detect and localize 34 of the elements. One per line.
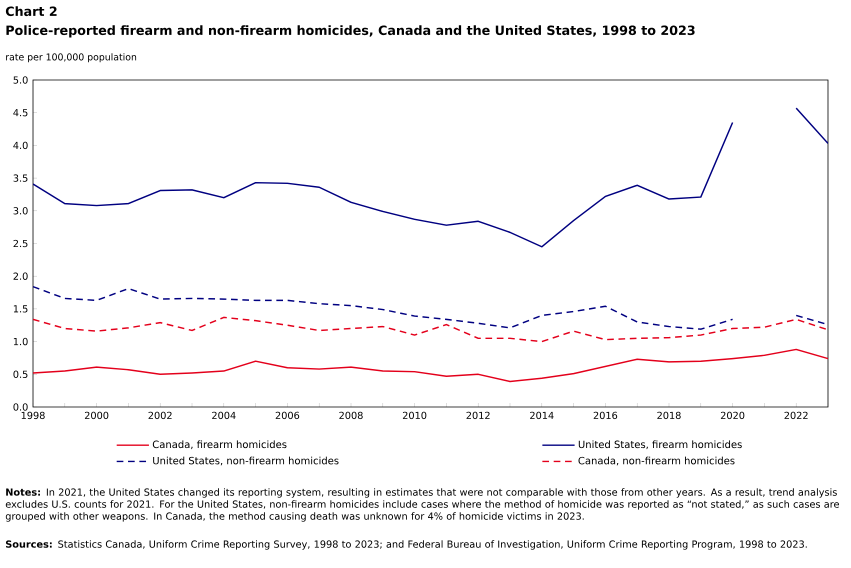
legend-label: United States, firearm homicides bbox=[578, 440, 742, 450]
x-tick-label: 2000 bbox=[84, 412, 108, 420]
y-tick-label: 2.5 bbox=[14, 240, 28, 248]
y-tick-label: 4.0 bbox=[13, 142, 28, 150]
y-tick-label: 3.0 bbox=[14, 207, 28, 214]
y-tick-label: 4.5 bbox=[13, 109, 28, 116]
chart-subtitle: Police-reported firearm and non-firearm homicides, Canada and the United States, 1998 to 2023 bbox=[6, 25, 695, 38]
x-tick-label: 2012 bbox=[466, 412, 490, 420]
legend-label: Canada, firearm homicides bbox=[152, 440, 286, 450]
x-tick-label: 2010 bbox=[402, 412, 426, 420]
y-tick-label: 1.5 bbox=[14, 305, 28, 313]
x-tick-label: 2014 bbox=[530, 412, 554, 420]
text: Notes: In 2021, the United States changed its reporting system, resulting in estimates that were not comparable with those from other years. As a result, trend analysis excludes U.S. counts for 2021. For the United States, non-firearm homicides include cases where the method of homicide was reported as “not stated,” as such cases are grouped with other weapons. In Canada, the method causing death was unknown for 4% of homicide victims in 2023. bbox=[6, 488, 839, 522]
y-tick-label: 3.5 bbox=[14, 174, 28, 182]
x-tick-label: 2016 bbox=[594, 412, 618, 420]
y-axis-title: rate per 100,000 population bbox=[6, 53, 136, 62]
legend-label: United States, non-firearm homicides bbox=[153, 456, 339, 466]
x-tick-label: 2008 bbox=[339, 412, 363, 420]
x-tick-label: 2006 bbox=[276, 412, 300, 420]
x-tick-label: 2004 bbox=[212, 412, 236, 420]
y-tick-label: 5.0 bbox=[14, 76, 28, 84]
x-tick-label: 2020 bbox=[720, 412, 744, 420]
y-tick-label: 0.5 bbox=[13, 370, 28, 378]
y-tick-label: 0.0 bbox=[13, 403, 28, 411]
legend-label: Canada, non-firearm homicides bbox=[578, 456, 735, 466]
text: Sources: Statistics Canada, Uniform Crime Reporting Survey, 1998 to 2023; and Federal Bureau of Investigation, Uniform Crime Reporting Program, 1998 to 2023. bbox=[6, 540, 807, 550]
x-tick-label: 2018 bbox=[657, 412, 681, 420]
y-tick-label: 1.0 bbox=[14, 338, 28, 346]
x-tick-label: 2002 bbox=[148, 412, 172, 420]
y-tick-label: 2.0 bbox=[14, 272, 28, 280]
x-tick-label: 2022 bbox=[784, 412, 808, 420]
chart-title: Chart 2 bbox=[6, 6, 57, 16]
line-series bbox=[33, 316, 828, 342]
x-tick-label: 1998 bbox=[22, 412, 45, 420]
